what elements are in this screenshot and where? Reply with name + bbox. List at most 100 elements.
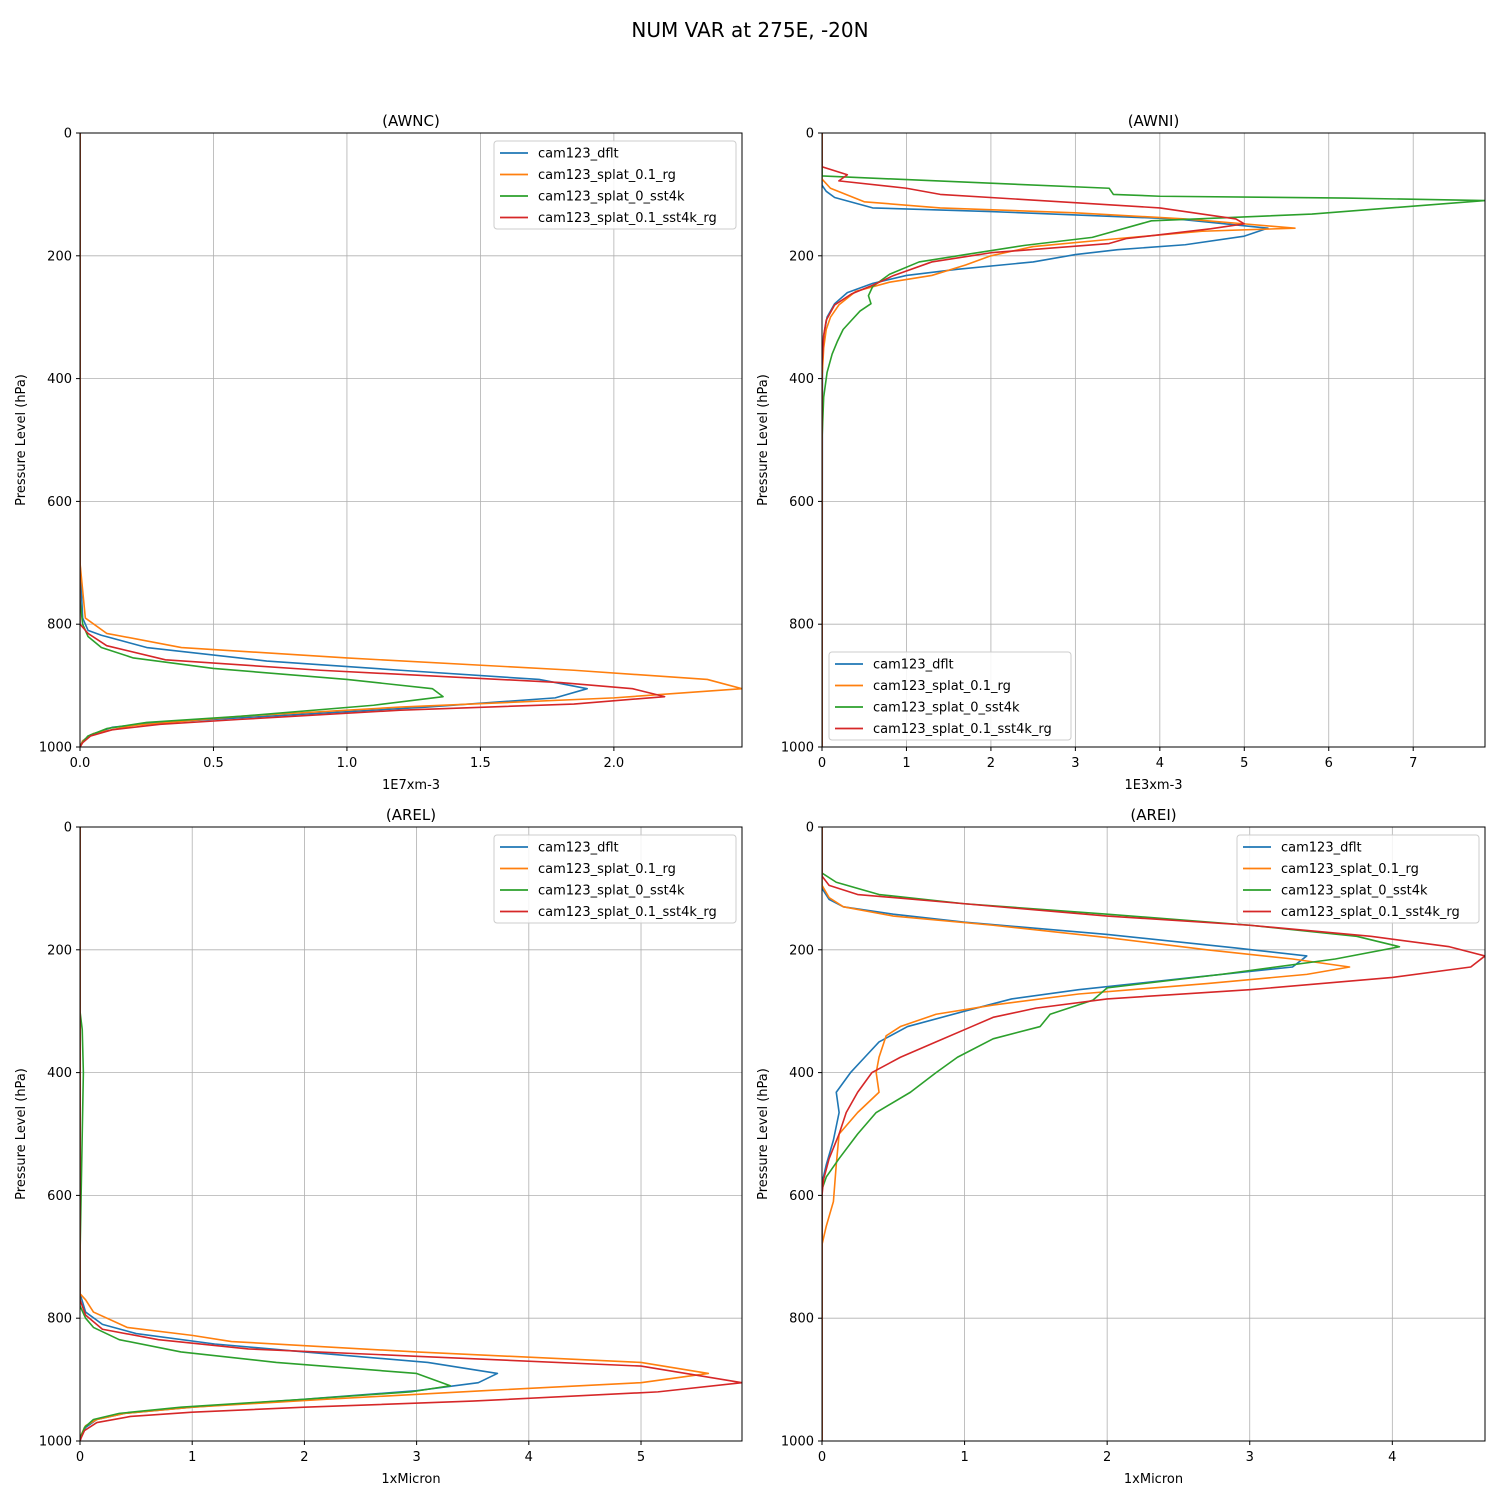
panel-1: 0 1 2 3 4 5 6 7 0 200 400 600 800 1000 (AWNI) 1E3xm-3 Pr… [756, 112, 1486, 793]
y-tick-label: 200 [789, 943, 814, 958]
series-line-cam123_splat_0.1_sst4k_rg [822, 827, 1485, 1441]
panel-0: 0.0 0.5 1.0 1.5 2.0 0 200 400 600 800 1000 (AWNC) 1E… [14, 112, 743, 793]
x-tick-label: 3 [1246, 1450, 1254, 1465]
y-axis-label: Pressure Level (hPa) [756, 1068, 771, 1200]
panels: 0.0 0.5 1.0 1.5 2.002004006008001000(AWNC)1E… [14, 112, 1486, 1487]
x-tick-label: 2 [300, 1450, 308, 1465]
series-line-cam123_splat_0.1_sst4k_rg [80, 827, 742, 1441]
axes-frame [821, 826, 1486, 1442]
series-line-cam123_splat_0_sst4k [822, 133, 1485, 747]
y-tick-label: 200 [789, 249, 814, 264]
legend-box [828, 651, 1072, 741]
x-axis-label: 1xMicron [381, 1472, 440, 1487]
y-axis-label: Pressure Level (hPa) [14, 1068, 29, 1200]
y-tick-label: 400 [47, 1066, 72, 1081]
x-tick-label: 2 [1103, 1450, 1111, 1465]
x-tick-label: 1.0 [337, 756, 358, 771]
x-tick-label: 4 [525, 1450, 533, 1465]
y-axis-label: Pressure Level (hPa) [756, 374, 771, 506]
x-tick-label: 4 [1156, 756, 1164, 771]
legend: cam123_dflt cam123_splat_0.1_rg cam123_spl… [493, 834, 737, 924]
legend-entry: cam123_splat_0.1_rg [873, 679, 1011, 694]
series-line-cam123_splat_0_sst4k [80, 827, 452, 1441]
y-tick-label: 800 [789, 618, 814, 633]
legend-entry: cam123_splat_0_sst4k [538, 190, 685, 205]
y-tick-label: 0 [806, 127, 814, 142]
x-tick-label: 0 [818, 1450, 826, 1465]
x-tick-label: 2.0 [604, 756, 625, 771]
x-tick-label: 2 [987, 756, 995, 771]
panel-title: (AWNI) [1128, 112, 1180, 130]
x-axis-label: 1E7xm-3 [382, 778, 440, 793]
axes-frame [79, 826, 743, 1442]
y-tick-label: 800 [47, 1312, 72, 1327]
series-line-cam123_dflt [822, 827, 1308, 1441]
legend-entry: cam123_splat_0.1_rg [1281, 862, 1419, 877]
panel-title: (AREI) [1130, 806, 1176, 824]
y-tick-label: 600 [47, 1189, 72, 1204]
legend-entry: cam123_splat_0_sst4k [1281, 884, 1428, 899]
x-tick-label: 1 [960, 1450, 968, 1465]
x-tick-label: 3 [1071, 756, 1079, 771]
x-tick-label: 7 [1409, 756, 1417, 771]
legend: cam123_dflt cam123_splat_0.1_rg cam123_spl… [493, 140, 737, 230]
x-tick-label: 1.5 [470, 756, 491, 771]
legend-entry: cam123_splat_0_sst4k [538, 884, 685, 899]
y-tick-label: 600 [47, 495, 72, 510]
y-tick-label: 800 [47, 618, 72, 633]
x-tick-label: 3 [412, 1450, 420, 1465]
series-line-cam123_splat_0.1_sst4k_rg [822, 133, 1246, 747]
legend: cam123_dflt cam123_splat_0.1_rg cam123_spl… [1236, 834, 1480, 924]
legend-entry: cam123_splat_0.1_sst4k_rg [538, 905, 717, 920]
x-tick-label: 1 [188, 1450, 196, 1465]
legend-entry: cam123_splat_0.1_sst4k_rg [1281, 905, 1460, 920]
x-tick-label: 4 [1388, 1450, 1396, 1465]
y-tick-label: 200 [47, 249, 72, 264]
legend-entry: cam123_dflt [538, 841, 619, 856]
x-tick-label: 0 [818, 756, 826, 771]
x-tick-label: 5 [637, 1450, 645, 1465]
y-tick-label: 0 [64, 821, 72, 836]
legend-box [493, 834, 737, 924]
y-tick-label: 1000 [781, 1435, 814, 1450]
x-tick-label: 0.0 [70, 756, 91, 771]
legend-box [493, 140, 737, 230]
legend-entry: cam123_splat_0.1_sst4k_rg [873, 722, 1052, 737]
y-tick-label: 600 [789, 1189, 814, 1204]
panel-3: 0 1 2 3 4 0 200 400 600 800 1000 (AREI) 1xMicron Pres… [756, 806, 1486, 1487]
x-axis-label: 1xMicron [1124, 1472, 1183, 1487]
y-tick-label: 200 [47, 943, 72, 958]
y-tick-label: 1000 [39, 1435, 72, 1450]
panel-title: (AWNC) [382, 112, 440, 130]
x-tick-label: 0.5 [203, 756, 224, 771]
legend-entry: cam123_splat_0.1_sst4k_rg [538, 211, 717, 226]
series-line-cam123_splat_0.1_rg [822, 133, 1296, 747]
y-tick-label: 600 [789, 495, 814, 510]
y-tick-label: 400 [789, 1066, 814, 1081]
x-tick-label: 5 [1240, 756, 1248, 771]
panel-title: (AREL) [386, 806, 436, 824]
legend-entry: cam123_splat_0_sst4k [873, 701, 1020, 716]
legend-entry: cam123_dflt [873, 658, 954, 673]
axes-frame [79, 132, 743, 748]
legend: cam123_dflt cam123_splat_0.1_rg cam123_spl… [828, 651, 1072, 741]
y-tick-label: 800 [789, 1312, 814, 1327]
y-tick-label: 400 [789, 372, 814, 387]
y-tick-label: 400 [47, 372, 72, 387]
y-axis-label: Pressure Level (hPa) [14, 374, 29, 506]
legend-box [1236, 834, 1480, 924]
axes-frame [821, 132, 1486, 748]
y-tick-label: 1000 [39, 741, 72, 756]
legend-entry: cam123_splat_0.1_rg [538, 168, 676, 183]
x-tick-label: 6 [1325, 756, 1333, 771]
legend-entry: cam123_dflt [1281, 841, 1362, 856]
panel-2: 0 1 2 3 4 5 0 200 400 600 800 1000 (AREL) 1xMicron Pre… [14, 806, 743, 1487]
legend-entry: cam123_dflt [538, 147, 619, 162]
series-line-cam123_splat_0.1_sst4k_rg [80, 133, 666, 747]
x-tick-label: 0 [76, 1450, 84, 1465]
figure-title: NUM VAR at 275E, -20N [631, 18, 868, 42]
x-tick-label: 1 [902, 756, 910, 771]
legend-entry: cam123_splat_0.1_rg [538, 862, 676, 877]
